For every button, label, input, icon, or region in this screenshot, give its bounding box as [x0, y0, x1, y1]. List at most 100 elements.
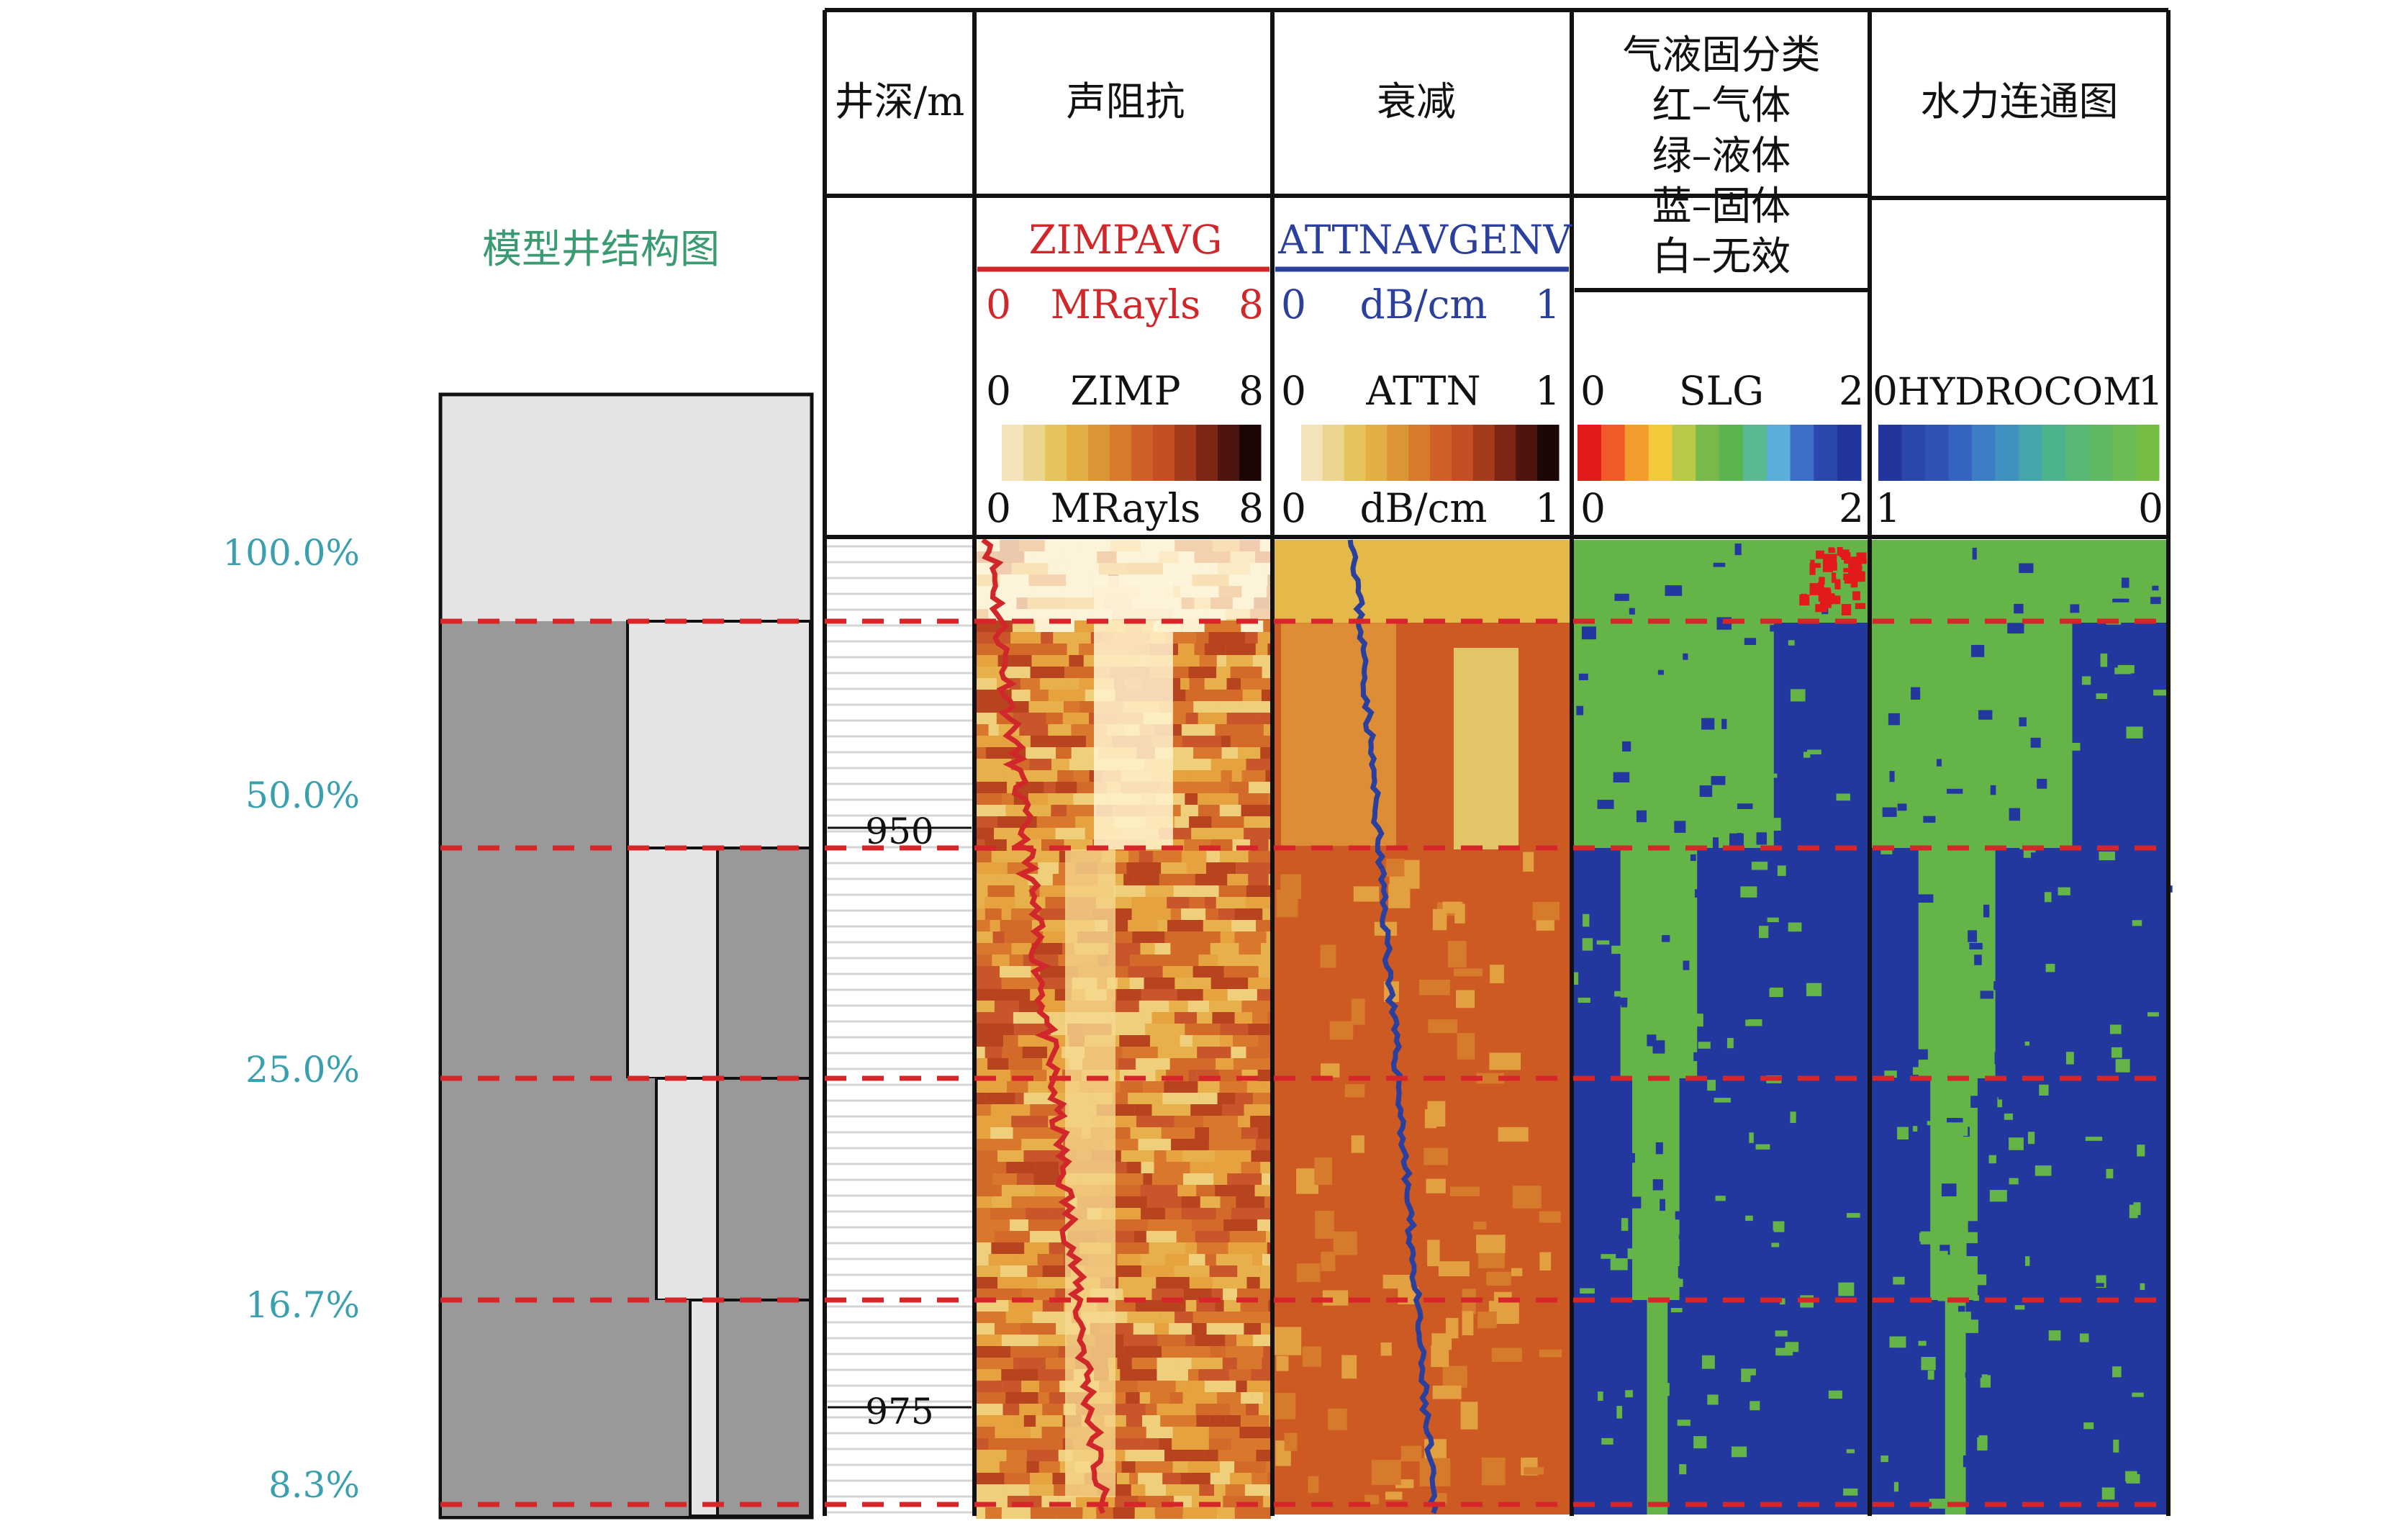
model-steel-block	[442, 1078, 656, 1300]
svg-text:0: 0	[1281, 281, 1306, 328]
svg-text:1: 1	[1875, 485, 1901, 531]
palette-swatch	[1672, 425, 1696, 481]
model-steel-block	[716, 847, 812, 1080]
slg-image-track	[1573, 540, 1868, 1515]
percent-labels: 100.0% 50.0% 25.0% 16.7% 8.3%	[222, 532, 360, 1506]
depth-track-body	[825, 538, 974, 1516]
model-steel-block	[442, 848, 628, 1078]
palette-swatch	[1088, 425, 1110, 481]
svg-text:绿–液体: 绿–液体	[1652, 132, 1791, 179]
svg-text:ATTN: ATTN	[1365, 368, 1480, 414]
svg-text:0: 0	[986, 485, 1011, 531]
svg-text:MRayls: MRayls	[1051, 281, 1201, 328]
svg-text:ATTNAVGENV: ATTNAVGENV	[1277, 217, 1572, 263]
svg-text:8: 8	[1239, 281, 1264, 328]
percent-label: 8.3%	[268, 1464, 360, 1506]
palette-swatch	[1742, 425, 1767, 481]
zimp-palette-bar	[1002, 425, 1262, 481]
svg-text:1: 1	[1535, 281, 1560, 328]
svg-text:0: 0	[1873, 368, 1898, 414]
depth-header: 井深/m	[835, 78, 965, 125]
attn-scale-legend: 0 ATTN 1 0 dB/cm 1	[1281, 368, 1560, 531]
palette-swatch	[1624, 425, 1649, 481]
svg-text:0: 0	[1281, 485, 1306, 531]
palette-swatch	[1153, 425, 1175, 481]
model-well-diagram	[438, 392, 814, 1520]
track-grid	[823, 8, 2171, 1516]
model-gap-block	[655, 1077, 719, 1301]
svg-text:dB/cm: dB/cm	[1359, 485, 1487, 531]
palette-swatch	[1601, 425, 1626, 481]
model-gap-block	[689, 1299, 719, 1517]
svg-text:蓝–固体: 蓝–固体	[1652, 183, 1791, 229]
svg-text:气液固分类: 气液固分类	[1622, 32, 1820, 78]
attnavgenv-curve	[1347, 539, 1439, 1515]
attn-palette-bar	[1301, 425, 1560, 481]
svg-text:0: 0	[986, 281, 1011, 328]
svg-text:0: 0	[986, 368, 1011, 414]
model-gap-block	[626, 847, 719, 1080]
model-steel-block	[442, 621, 628, 848]
palette-swatch	[1002, 425, 1024, 481]
zimpavg-curve-legend: ZIMPAVG 0 MRayls 8	[977, 217, 1269, 328]
palette-swatch	[1972, 425, 1996, 481]
depth-tick-label: 950	[865, 811, 933, 852]
palette-swatch	[1648, 425, 1673, 481]
palette-swatch	[1218, 425, 1240, 481]
palette-swatch	[1239, 425, 1262, 481]
palette-swatch	[1131, 425, 1154, 481]
depth-tick-label: 975	[865, 1391, 933, 1432]
palette-swatch	[1322, 425, 1345, 481]
hydrocom-scale-legend: 0 HYDROCOM 1 1 0	[1873, 368, 2163, 531]
palette-swatch	[2112, 425, 2136, 481]
zimp-track-header: 声阻抗	[1066, 78, 1185, 125]
svg-text:0: 0	[2138, 485, 2163, 531]
palette-swatch	[1494, 425, 1516, 481]
palette-swatch	[1365, 425, 1388, 481]
slg-palette-bar	[1578, 425, 1862, 481]
palette-swatch	[1537, 425, 1560, 481]
model-steel-block	[716, 1299, 812, 1517]
svg-text:1: 1	[1535, 368, 1560, 414]
palette-swatch	[1837, 425, 1862, 481]
palette-swatch	[1174, 425, 1197, 481]
model-steel-block	[442, 1300, 690, 1516]
palette-swatch	[1696, 425, 1720, 481]
zimp-scale-legend: 0 ZIMP 8 0 MRayls 8	[986, 368, 1264, 531]
palette-swatch	[1766, 425, 1791, 481]
palette-swatch	[1430, 425, 1452, 481]
svg-text:MRayls: MRayls	[1051, 485, 1201, 531]
svg-text:0: 0	[1580, 485, 1606, 531]
palette-swatch	[1719, 425, 1744, 481]
palette-swatch	[1516, 425, 1538, 481]
model-gap-block	[626, 620, 812, 849]
svg-text:8: 8	[1239, 485, 1264, 531]
palette-swatch	[1901, 425, 1926, 481]
palette-swatch	[1578, 425, 1602, 481]
palette-swatch	[1814, 425, 1838, 481]
svg-text:2: 2	[1839, 368, 1864, 414]
palette-swatch	[2135, 425, 2160, 481]
palette-swatch	[2065, 425, 2089, 481]
palette-swatch	[1387, 425, 1409, 481]
hydrocom-image-track	[1871, 540, 2173, 1515]
percent-label: 16.7%	[245, 1284, 360, 1326]
svg-text:白–无效: 白–无效	[1652, 233, 1791, 279]
svg-text:红–气体: 红–气体	[1652, 82, 1791, 128]
palette-swatch	[1196, 425, 1218, 481]
palette-swatch	[1301, 425, 1323, 481]
palette-swatch	[1023, 425, 1046, 481]
palette-swatch	[2088, 425, 2113, 481]
model-steel-block	[716, 1077, 812, 1301]
palette-swatch	[2019, 425, 2042, 481]
svg-text:ZIMPAVG: ZIMPAVG	[1029, 217, 1223, 263]
svg-text:1: 1	[1535, 485, 1560, 531]
palette-swatch	[1408, 425, 1431, 481]
section-boundaries	[440, 618, 2168, 1507]
svg-text:ZIMP: ZIMP	[1070, 368, 1180, 414]
palette-swatch	[1045, 425, 1067, 481]
percent-label: 50.0%	[245, 775, 360, 816]
hydrocom-track-header: 水力连通图	[1920, 78, 2118, 125]
slg-scale-legend: 0 SLG 2 0 2	[1578, 368, 1864, 531]
